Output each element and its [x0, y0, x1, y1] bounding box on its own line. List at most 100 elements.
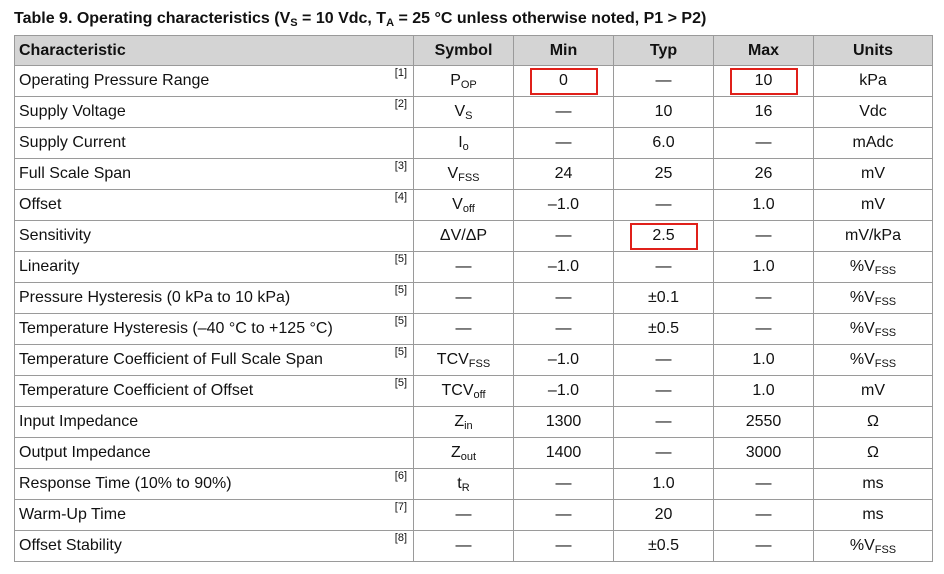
units-text: kPa: [859, 72, 887, 89]
min-value: —: [555, 537, 572, 554]
symbol-text: Z: [454, 412, 465, 430]
characteristic-label: Temperature Coefficient of Offset: [19, 382, 254, 399]
units-subscript: FSS: [874, 357, 897, 370]
table-row: Offset [4] Voff –1.0 — 1.0 mV: [14, 189, 933, 221]
typ-cell: —: [613, 437, 714, 469]
units-subscript: FSS: [874, 264, 897, 277]
min-cell: —: [513, 282, 614, 314]
min-value: –1.0: [547, 382, 580, 399]
table-row: Full Scale Span [3] VFSS 24 25 26 mV: [14, 158, 933, 190]
max-value: —: [755, 537, 772, 554]
max-cell: —: [713, 313, 814, 345]
min-cell: —: [513, 499, 614, 531]
footnote-ref: [6]: [394, 470, 407, 482]
units-text: %V: [849, 350, 875, 368]
footnote-ref: [5]: [394, 377, 407, 389]
characteristic-cell: Supply Current: [14, 127, 414, 159]
symbol-text: ΔV/ΔP: [439, 227, 488, 244]
max-value: —: [755, 227, 772, 244]
max-value: —: [755, 506, 772, 523]
typ-value: 6.0: [652, 134, 675, 151]
typ-cell: —: [613, 189, 714, 221]
characteristic-label: Temperature Hysteresis (–40 °C to +125 °…: [19, 320, 333, 337]
characteristic-cell: Output Impedance: [14, 437, 414, 469]
units-text: %V: [849, 319, 875, 337]
max-value: 3000: [745, 444, 782, 461]
characteristic-label: Temperature Coefficient of Full Scale Sp…: [19, 351, 323, 368]
units-cell: Ω: [813, 437, 933, 469]
units-cell: Ω: [813, 406, 933, 438]
min-cell: —: [513, 468, 614, 500]
units-cell: ms: [813, 468, 933, 500]
max-cell: 3000: [713, 437, 814, 469]
characteristic-label: Pressure Hysteresis (0 kPa to 10 kPa): [19, 289, 291, 306]
header-symbol: Symbol: [413, 35, 514, 66]
min-cell: 1400: [513, 437, 614, 469]
min-cell: –1.0: [513, 375, 614, 407]
typ-cell: ±0.5: [613, 530, 714, 562]
symbol-text: —: [455, 320, 472, 337]
symbol-text: —: [455, 537, 472, 554]
units-text: mV: [861, 382, 885, 399]
characteristic-cell: Offset Stability [8]: [14, 530, 414, 562]
characteristic-cell: Linearity [5]: [14, 251, 414, 283]
min-cell: —: [513, 96, 614, 128]
min-value: —: [555, 134, 572, 151]
table-row: Temperature Coefficient of Full Scale Sp…: [14, 344, 933, 376]
min-cell: —: [513, 220, 614, 252]
units-subscript: FSS: [874, 543, 897, 556]
characteristic-cell: Response Time (10% to 90%) [6]: [14, 468, 414, 500]
table-row: Warm-Up Time [7] — — 20 — ms: [14, 499, 933, 531]
max-value: 1.0: [752, 351, 775, 368]
typ-value: —: [655, 444, 672, 461]
min-cell: 1300: [513, 406, 614, 438]
units-cell: mV/kPa: [813, 220, 933, 252]
typ-value: —: [655, 413, 672, 430]
typ-value: ±0.5: [647, 537, 680, 554]
max-value: —: [755, 289, 772, 306]
min-cell: –1.0: [513, 251, 614, 283]
table-row: Response Time (10% to 90%) [6] tR — 1.0 — ms: [14, 468, 933, 500]
units-text: Ω: [867, 444, 879, 461]
table-row: Supply Voltage [2] VS — 10 16 Vdc: [14, 96, 933, 128]
max-cell: —: [713, 468, 814, 500]
max-cell: —: [713, 282, 814, 314]
footnote-ref: [4]: [394, 191, 407, 203]
characteristic-cell: Sensitivity: [14, 220, 414, 252]
units-cell: mV: [813, 189, 933, 221]
min-value: 24: [554, 165, 573, 182]
characteristic-label: Offset Stability: [19, 537, 122, 554]
typ-cell: 6.0: [613, 127, 714, 159]
units-text: ms: [862, 475, 884, 492]
max-cell: 10: [713, 65, 814, 97]
characteristic-label: Input Impedance: [19, 413, 139, 430]
units-text: %V: [849, 288, 875, 306]
min-value: –1.0: [547, 258, 580, 275]
header-characteristic: Characteristic: [14, 35, 414, 66]
characteristic-label: Sensitivity: [19, 227, 92, 244]
characteristic-cell: Warm-Up Time [7]: [14, 499, 414, 531]
characteristic-cell: Input Impedance: [14, 406, 414, 438]
symbol-text: —: [455, 258, 472, 275]
max-cell: 2550: [713, 406, 814, 438]
symbol-cell: —: [413, 282, 514, 314]
units-text: mV/kPa: [844, 227, 901, 244]
min-cell: —: [513, 313, 614, 345]
symbol-cell: ΔV/ΔP: [413, 220, 514, 252]
header-row: Characteristic Symbol Min Typ Max Units: [14, 35, 933, 66]
max-cell: —: [713, 220, 814, 252]
min-value: —: [555, 227, 572, 244]
max-value: 10: [754, 72, 773, 89]
symbol-cell: TCVFSS: [413, 344, 514, 376]
units-cell: mV: [813, 375, 933, 407]
max-cell: 1.0: [713, 375, 814, 407]
table-row: Input Impedance Zin 1300 — 2550 Ω: [14, 406, 933, 438]
min-value: 1300: [545, 413, 582, 430]
units-cell: %VFSS: [813, 344, 933, 376]
max-cell: —: [713, 499, 814, 531]
table-row: Linearity [5] — –1.0 — 1.0 %VFSS: [14, 251, 933, 283]
max-value: 2550: [745, 413, 782, 430]
symbol-cell: tR: [413, 468, 514, 500]
header-max: Max: [713, 35, 814, 66]
max-cell: 1.0: [713, 189, 814, 221]
